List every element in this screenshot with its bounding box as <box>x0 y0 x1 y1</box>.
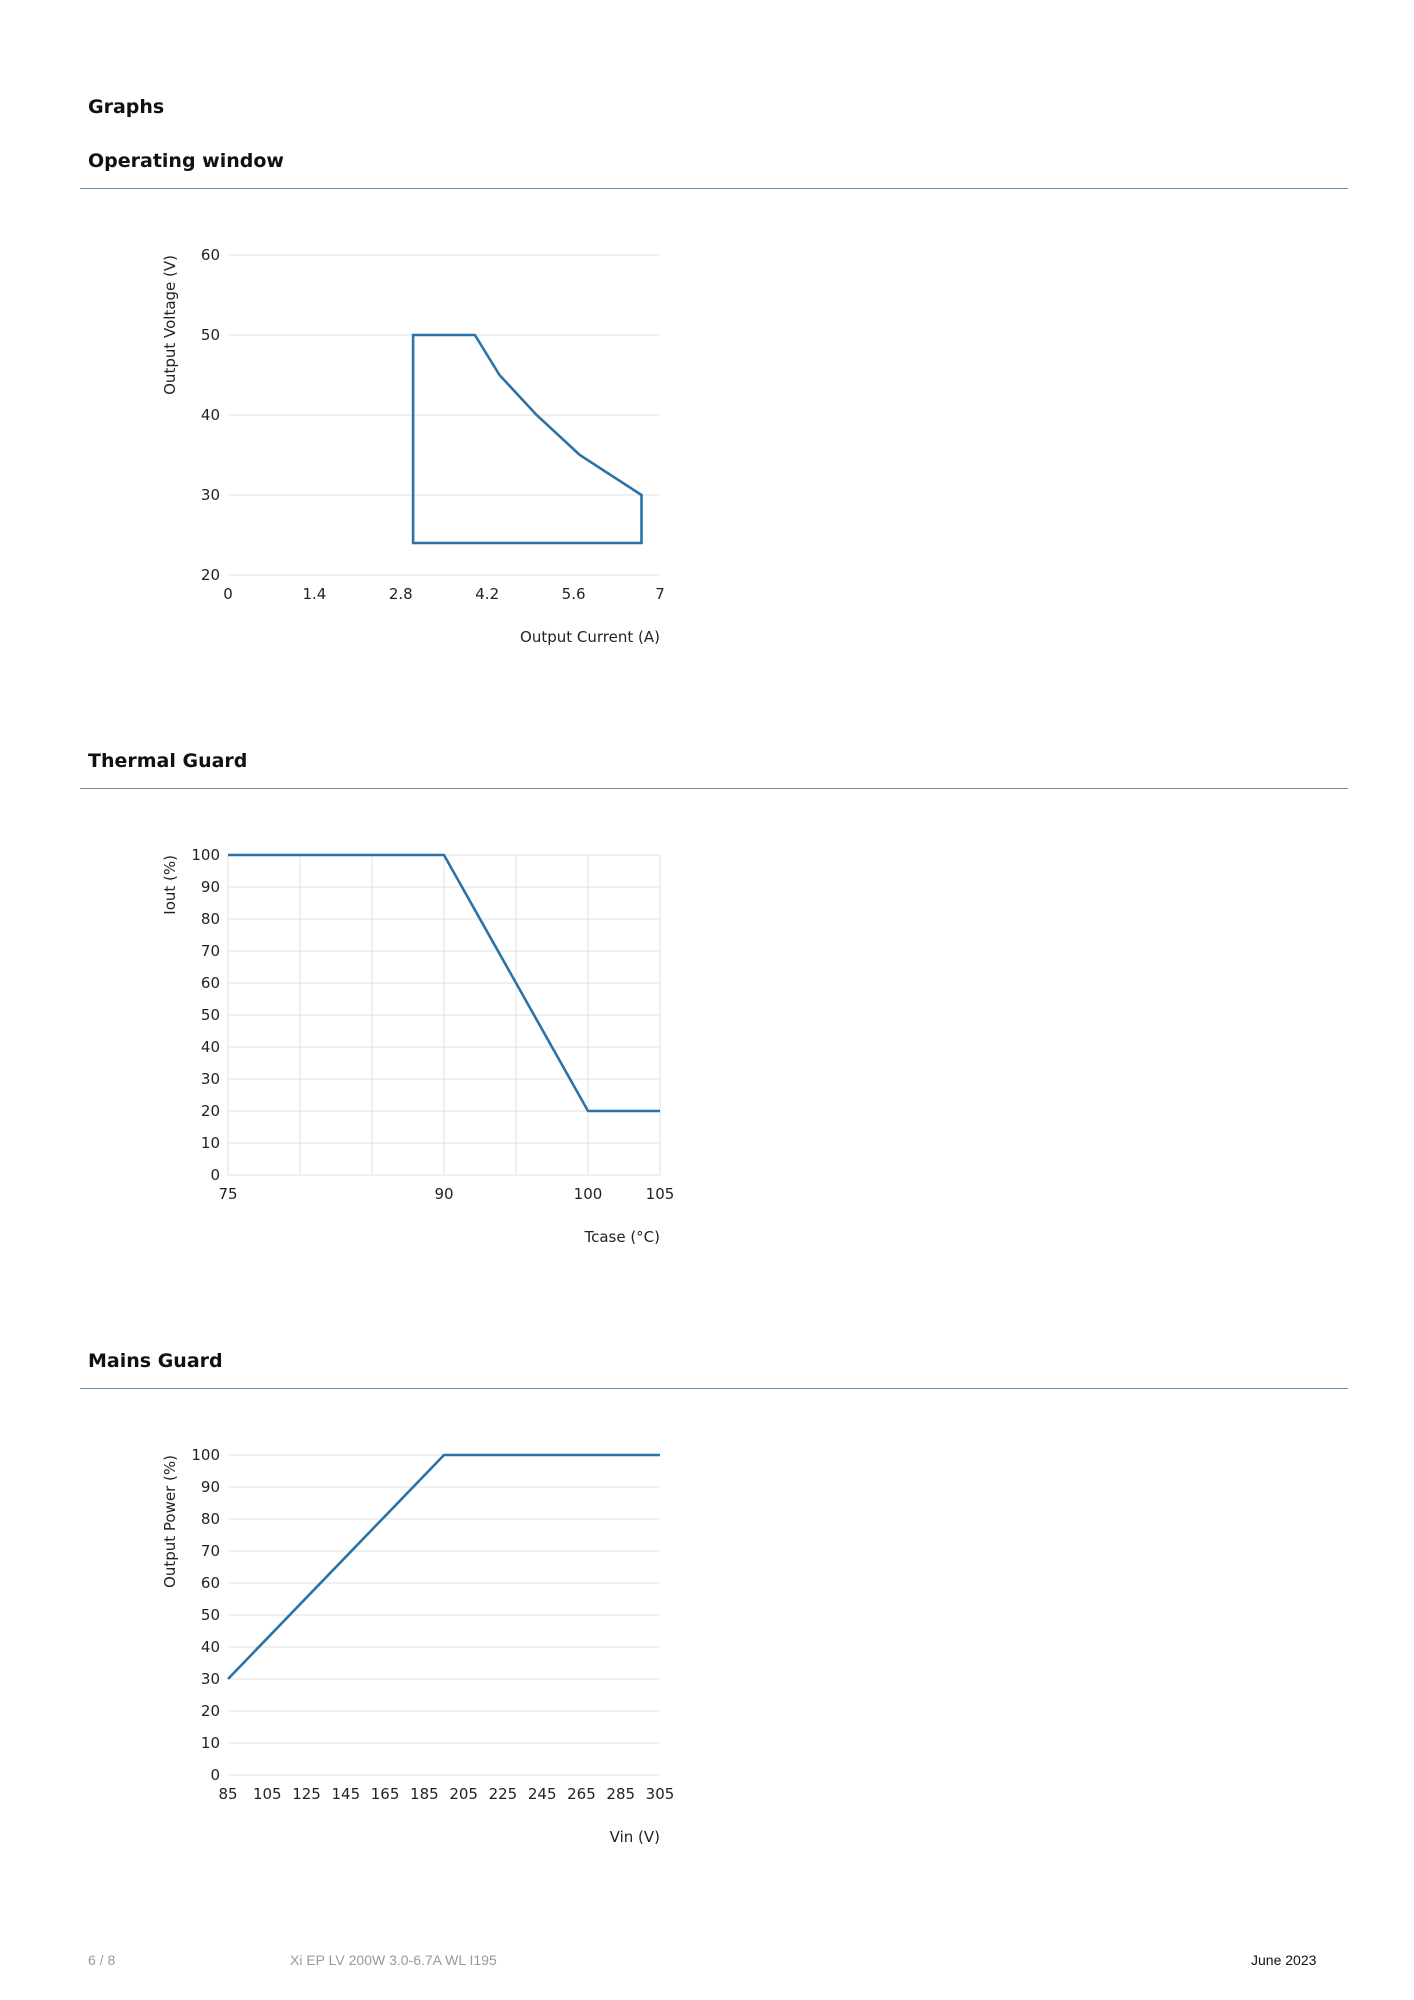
y-tick-label: 50 <box>201 326 220 344</box>
y-tick-label: 90 <box>201 878 220 896</box>
mains-guard-chart: 0 10 20 30 40 50 60 70 80 90 100 85 105 125 145 165 185 2… <box>161 1446 675 1846</box>
thermal-guard-chart: 0 10 20 30 40 50 60 70 80 90 100 75 90 100 105 Tcase (°… <box>161 846 675 1246</box>
y-tick-label: 10 <box>201 1734 220 1752</box>
series-line <box>227 1453 660 1680</box>
y-tick-label: 50 <box>201 1606 220 1624</box>
footer-page-number: 6 / 8 <box>88 1952 116 1968</box>
x-tick-label: 125 <box>292 1785 321 1803</box>
operating-window-chart: 20 30 40 50 60 0 1.4 2.8 4.2 5.6 7 Output Current (… <box>161 246 665 646</box>
y-tick-label: 40 <box>201 406 220 424</box>
x-tick-label: 105 <box>646 1185 675 1203</box>
y-tick-label: 40 <box>201 1638 220 1656</box>
y-tick-label: 60 <box>201 1574 220 1592</box>
x-tick-label: 105 <box>253 1785 282 1803</box>
footer-product-name: Xi EP LV 200W 3.0-6.7A WL I195 <box>290 1952 497 1968</box>
chart-heading-mains-guard: Mains Guard <box>88 1350 223 1372</box>
x-tick-label: 1.4 <box>302 585 326 603</box>
series-line <box>411 333 643 545</box>
y-tick-label: 50 <box>201 1006 220 1024</box>
x-tick-label: 85 <box>218 1785 237 1803</box>
divider <box>80 788 1348 789</box>
y-tick-label: 40 <box>201 1038 220 1056</box>
x-tick-label: 5.6 <box>562 585 586 603</box>
y-axis-label: Iout (%) <box>161 855 179 915</box>
x-tick-label: 305 <box>646 1785 675 1803</box>
y-axis-label: Output Voltage (V) <box>161 255 179 395</box>
x-tick-label: 0 <box>223 585 233 603</box>
y-tick-label: 60 <box>201 974 220 992</box>
x-tick-label: 145 <box>331 1785 360 1803</box>
y-tick-label: 70 <box>201 942 220 960</box>
footer-date: June 2023 <box>1251 1952 1317 1968</box>
x-tick-label: 225 <box>489 1785 518 1803</box>
divider <box>80 188 1348 189</box>
x-tick-label: 2.8 <box>389 585 413 603</box>
series-line <box>228 853 660 1113</box>
y-tick-label: 70 <box>201 1542 220 1560</box>
x-axis-label: Vin (V) <box>610 1828 660 1846</box>
y-tick-label: 100 <box>191 846 220 864</box>
y-tick-label: 80 <box>201 1510 220 1528</box>
x-axis-label: Tcase (°C) <box>583 1228 660 1246</box>
x-tick-label: 90 <box>434 1185 453 1203</box>
y-tick-label: 10 <box>201 1134 220 1152</box>
x-tick-label: 205 <box>449 1785 478 1803</box>
x-tick-label: 265 <box>567 1785 596 1803</box>
x-tick-label: 185 <box>410 1785 439 1803</box>
x-tick-label: 7 <box>655 585 665 603</box>
x-tick-label: 75 <box>218 1185 237 1203</box>
y-tick-label: 60 <box>201 246 220 264</box>
y-axis-label: Output Power (%) <box>161 1455 179 1588</box>
y-tick-label: 20 <box>201 1102 220 1120</box>
x-axis-label: Output Current (A) <box>520 628 660 646</box>
x-tick-label: 100 <box>574 1185 603 1203</box>
x-tick-label: 4.2 <box>475 585 499 603</box>
y-tick-label: 20 <box>201 566 220 584</box>
y-tick-label: 30 <box>201 486 220 504</box>
x-tick-label: 285 <box>606 1785 635 1803</box>
x-tick-label: 245 <box>528 1785 557 1803</box>
y-tick-label: 100 <box>191 1446 220 1464</box>
y-tick-label: 30 <box>201 1070 220 1088</box>
divider <box>80 1388 1348 1389</box>
y-tick-label: 0 <box>210 1766 220 1784</box>
y-tick-label: 90 <box>201 1478 220 1496</box>
chart-heading-thermal-guard: Thermal Guard <box>88 750 248 772</box>
x-tick-label: 165 <box>371 1785 400 1803</box>
y-tick-label: 30 <box>201 1670 220 1688</box>
y-tick-label: 80 <box>201 910 220 928</box>
y-tick-label: 0 <box>210 1166 220 1184</box>
y-tick-label: 20 <box>201 1702 220 1720</box>
section-title: Graphs <box>88 96 165 118</box>
chart-heading-operating-window: Operating window <box>88 150 284 172</box>
